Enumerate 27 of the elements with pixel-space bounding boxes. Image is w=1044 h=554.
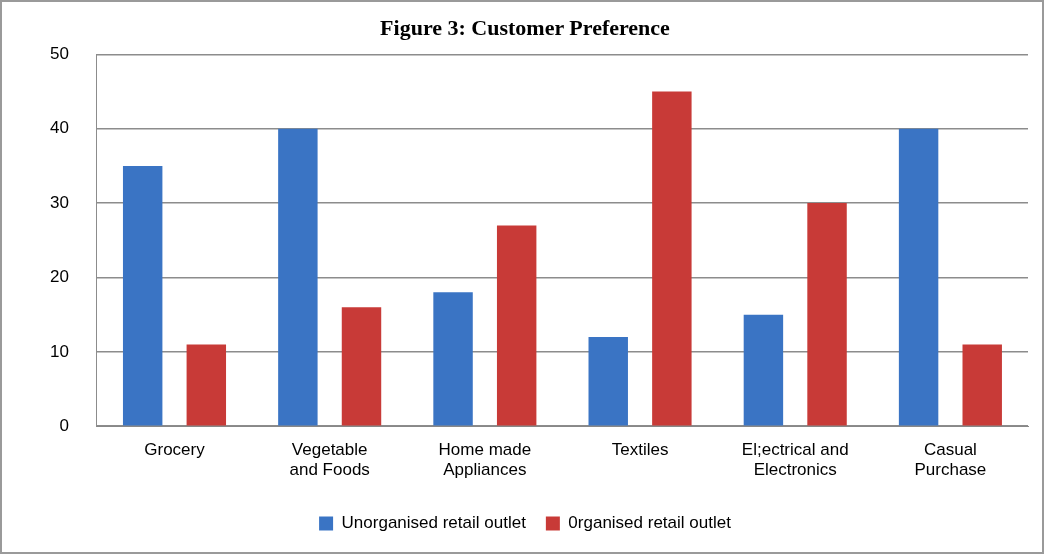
y-tick-label: 30 — [49, 192, 69, 212]
y-tick-label: 10 — [49, 341, 69, 361]
x-tick-label: Vegetable and Foods — [289, 440, 370, 480]
bar — [898, 128, 939, 426]
x-tick-label: Grocery — [144, 440, 206, 460]
bar — [807, 203, 847, 426]
x-tick-label: Casual Purchase — [914, 440, 987, 480]
bar — [588, 336, 628, 426]
x-tick-label: El;ectrical and Electronics — [741, 440, 849, 480]
bar — [278, 128, 318, 426]
y-tick-label: 20 — [49, 267, 69, 287]
y-tick-label: 0 — [59, 415, 69, 435]
legend-label: 0rganised retail outlet — [568, 513, 732, 533]
bar — [496, 225, 537, 426]
y-tick-label: 50 — [49, 44, 69, 64]
bar — [652, 91, 692, 426]
bar — [341, 307, 382, 426]
x-tick-label: Textiles — [611, 440, 669, 460]
bar — [122, 165, 163, 426]
legend-label: Unorganised retail outlet — [341, 513, 527, 533]
bar — [186, 344, 227, 426]
bar — [743, 314, 784, 426]
y-tick-label: 40 — [49, 118, 69, 138]
bar — [962, 344, 1002, 426]
chart-title: Figure 3: Customer Preference — [380, 14, 671, 40]
x-tick-label: Home made Appliances — [438, 440, 532, 480]
bar — [433, 292, 473, 426]
